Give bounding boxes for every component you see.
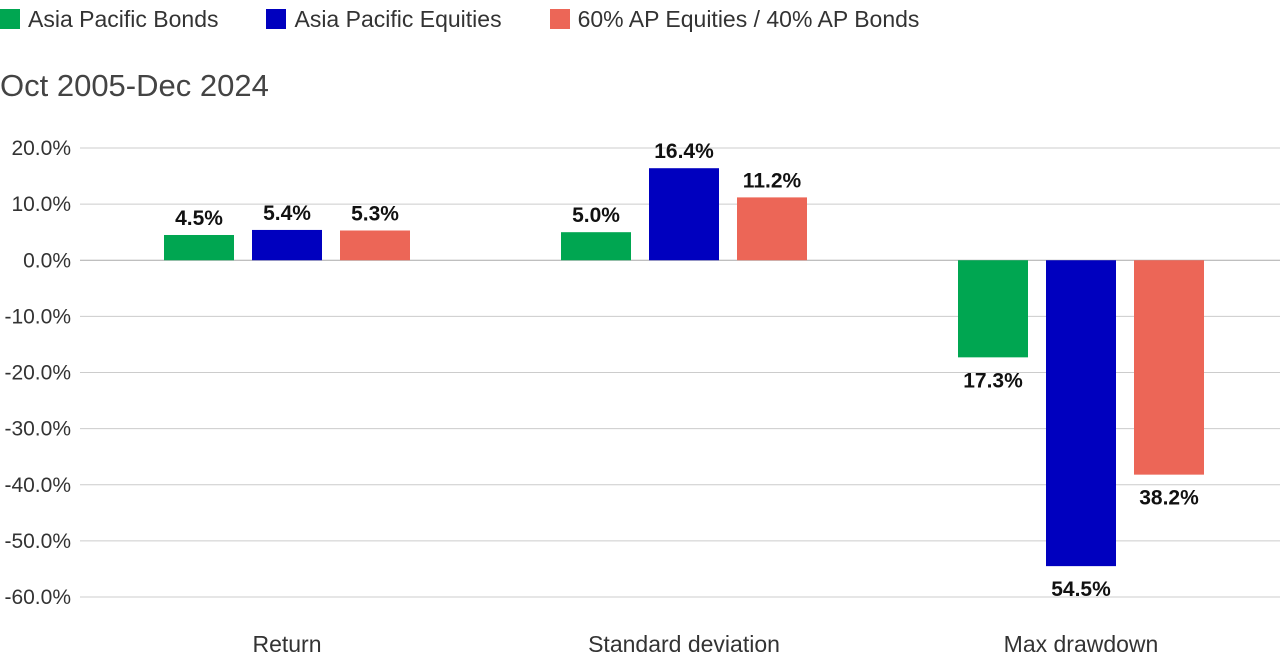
y-tick-label: -60.0% xyxy=(4,586,71,609)
legend-swatch-bonds xyxy=(0,9,20,29)
data-label: 38.2% xyxy=(1139,487,1199,510)
legend-swatch-equities xyxy=(266,9,287,29)
y-tick-label: -20.0% xyxy=(4,362,71,385)
legend-label-mixed: 60% AP Equities / 40% AP Bonds xyxy=(577,5,920,32)
y-tick-label: -50.0% xyxy=(4,530,71,553)
data-label: 17.3% xyxy=(963,369,1023,392)
bar xyxy=(1046,260,1116,567)
x-category-label: Max drawdown xyxy=(1004,631,1159,657)
x-category-label: Standard deviation xyxy=(588,631,780,657)
bar xyxy=(1134,260,1204,475)
data-label: 5.4% xyxy=(263,202,311,225)
data-label: 5.0% xyxy=(572,204,620,227)
data-label: 54.5% xyxy=(1051,578,1111,601)
y-tick-label: -40.0% xyxy=(4,474,71,497)
legend-item-mixed: 60% AP Equities / 40% AP Bonds xyxy=(549,5,920,33)
y-tick-label: -30.0% xyxy=(4,418,71,441)
data-label: 11.2% xyxy=(743,169,802,192)
y-tick-label: 0.0% xyxy=(23,249,71,272)
x-category-label: Return xyxy=(252,631,321,657)
data-label: 16.4% xyxy=(654,140,714,163)
data-label: 4.5% xyxy=(175,207,223,230)
legend-label-equities: Asia Pacific Equities xyxy=(294,5,502,32)
bar xyxy=(340,230,410,261)
bar xyxy=(252,229,322,261)
bar xyxy=(737,197,807,261)
legend-label-bonds: Asia Pacific Bonds xyxy=(28,5,219,32)
legend-item-equities: Asia Pacific Equities xyxy=(266,5,502,33)
bar xyxy=(649,168,719,261)
legend-swatch-mixed xyxy=(549,9,570,29)
data-label: 5.3% xyxy=(351,203,399,226)
y-tick-label: 10.0% xyxy=(11,193,71,216)
bar xyxy=(561,232,631,261)
bar xyxy=(958,260,1028,358)
chart-subtitle: Oct 2005-Dec 2024 xyxy=(0,68,269,103)
chart-legend: Asia Pacific Bonds Asia Pacific Equities… xyxy=(0,4,967,34)
legend-item-bonds: Asia Pacific Bonds xyxy=(0,6,218,33)
y-tick-label: -10.0% xyxy=(4,305,71,328)
bar xyxy=(164,234,234,261)
y-tick-label: 20.0% xyxy=(11,137,71,160)
